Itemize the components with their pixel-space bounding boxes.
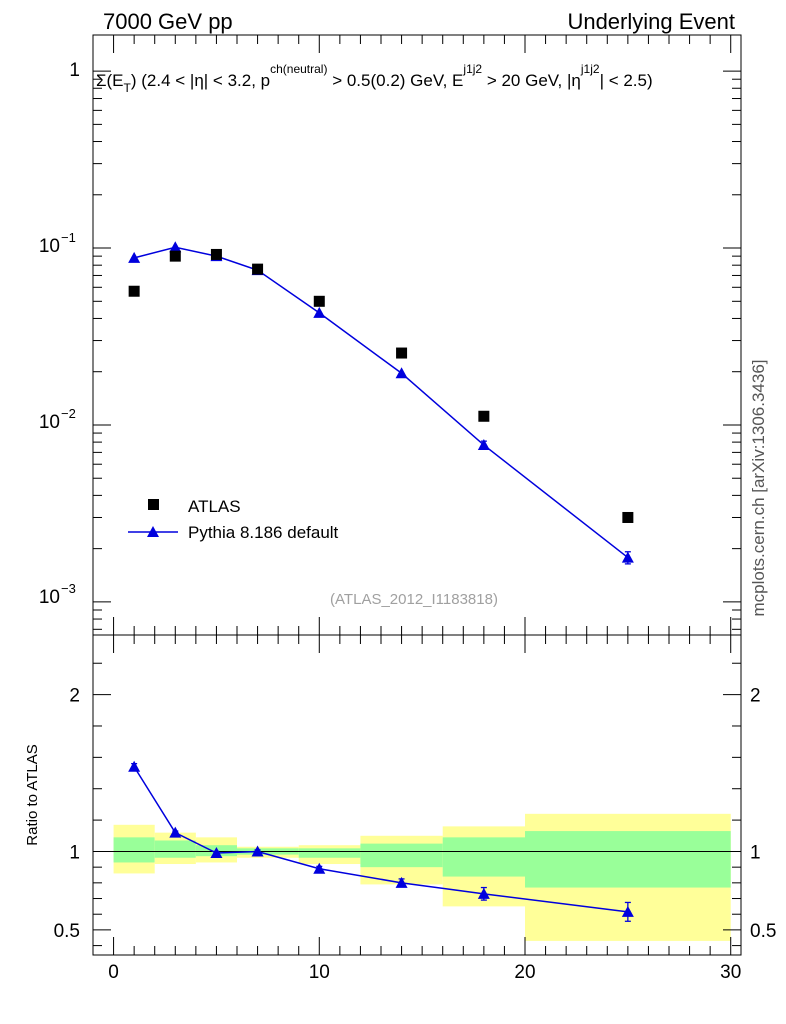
ratio-point-3: [251, 845, 264, 857]
legend: ATLAS Pythia 8.186 default: [128, 497, 339, 542]
main-panel-frame: [92, 34, 742, 636]
ratio-point-7: [621, 905, 634, 917]
atlas-point-1: [169, 250, 181, 262]
header-energy-label: 7000 GeV pp: [103, 9, 233, 34]
x-tick-label-3: 30: [720, 962, 741, 983]
title-sub-t: T: [124, 81, 132, 95]
ratio-uncertainty-bands: [113, 813, 731, 941]
legend-atlas-label: ATLAS: [188, 497, 241, 516]
ratio-ytick-label-right-0: 0.5: [750, 921, 776, 942]
ratio-series-pythia: [128, 760, 634, 922]
x-tick-labels: 0 10 20 30: [108, 962, 741, 983]
atlas-point-6: [478, 410, 490, 422]
side-reference-label: mcplots.cern.ch [arXiv:1306.3436]: [749, 359, 768, 616]
title-part4: | < 2.5): [600, 71, 653, 90]
ratio-ytick-label-right-2: 2: [750, 686, 761, 707]
ratio-panel-frame: [92, 634, 742, 956]
atlas-point-5: [396, 347, 408, 359]
ratio-tick-labels: 0.5 0.5 1 1 2 2: [54, 686, 777, 942]
band-green-1: [154, 840, 196, 858]
ratio-point-6: [477, 887, 490, 899]
title-part1: ) (2.4 < |η| < 3.2, p: [131, 71, 270, 90]
ratio-ytick-label-left-1: 1: [69, 842, 80, 863]
pythia-point-7: [621, 551, 634, 563]
band-green-6: [442, 837, 525, 877]
ratio-point-1: [169, 826, 182, 838]
y-tick-label-1: 1: [69, 60, 80, 81]
pythia-point-1: [169, 241, 182, 253]
atlas-point-4: [313, 295, 325, 307]
y-tick-label-0.01: 10: [39, 412, 60, 433]
series-atlas: [128, 248, 634, 523]
y-tick-label-0.001-exp: −3: [61, 581, 76, 596]
legend-pythia-label: Pythia 8.186 default: [188, 523, 339, 542]
ratio-point-0: [128, 760, 141, 772]
pythia-line: [133, 246, 629, 559]
title-sup-j2: j1j2: [580, 62, 600, 76]
atlas-point-7: [622, 511, 634, 523]
ratio-point-2: [210, 847, 223, 859]
y-tick-label-0.1-base: 10: [39, 236, 60, 257]
legend-pythia-marker: [147, 526, 159, 537]
pythia-point-0: [128, 251, 141, 263]
pythia-point-5: [395, 367, 408, 379]
y-tick-label-0.001-base: 10: [39, 587, 60, 608]
band-green-7: [525, 831, 731, 888]
ratio-line: [133, 766, 628, 913]
x-tick-label-0: 0: [108, 962, 119, 983]
ratio-ytick-label-left-2: 2: [69, 686, 80, 707]
ratio-ytick-label-right-1: 1: [750, 842, 761, 863]
analysis-watermark: (ATLAS_2012_I1183818): [330, 591, 498, 608]
ratio-point-5: [395, 876, 408, 888]
pythia-point-4: [313, 306, 326, 318]
title-part2: > 0.5(0.2) GeV, E: [327, 71, 463, 90]
legend-atlas-marker: [148, 499, 159, 510]
ratio-point-4: [313, 862, 326, 874]
title-sup-ch: ch(neutral): [270, 62, 327, 76]
pythia-point-6: [477, 439, 490, 451]
x-tick-label-1: 10: [309, 962, 330, 983]
header-process-label: Underlying Event: [567, 9, 735, 34]
ratio-axis-ticks: [93, 635, 741, 955]
atlas-point-3: [252, 263, 264, 275]
y-tick-label-0.01-exp: −2: [61, 406, 76, 421]
atlas-point-2: [210, 248, 222, 260]
title-part3: > 20 GeV, |η: [482, 71, 581, 90]
band-green-5: [360, 843, 443, 868]
x-tick-label-2: 20: [514, 962, 535, 983]
y-tick-label-0.01-base: 10: [39, 412, 60, 433]
y-tick-label-0.001: 10: [39, 587, 60, 608]
y-tick-label-0.1-exp: −1: [61, 230, 76, 245]
title-sup-j: j1j2: [462, 62, 482, 76]
chart-title: Σ(ET) (2.4 < |η| < 3.2, pch(neutral) > 0…: [96, 62, 653, 95]
atlas-point-0: [128, 285, 140, 297]
ratio-y-axis-label: Ratio to ATLAS: [24, 744, 41, 845]
band-green-4: [298, 848, 361, 858]
band-green-0: [113, 837, 155, 863]
title-sigma: Σ(E: [96, 71, 124, 90]
y-tick-label-0.1: 10: [39, 236, 60, 257]
ratio-ytick-label-left-0: 0.5: [54, 921, 80, 942]
main-axis-ticks: [93, 35, 741, 635]
